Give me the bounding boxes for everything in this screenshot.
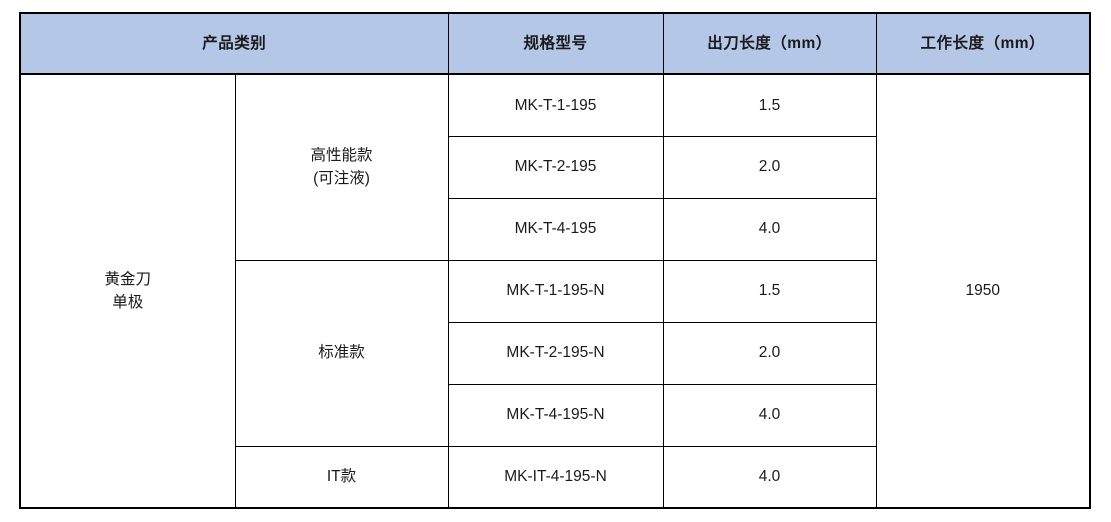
header-working-length: 工作长度（mm）	[875, 12, 1091, 75]
header-product-category: 产品类别	[19, 12, 449, 75]
group-name-line-1: 高性能款	[310, 147, 373, 164]
header-spec-model: 规格型号	[447, 12, 664, 75]
cell-blade-length: 1.5	[662, 259, 877, 323]
header-row: 产品类别 规格型号 出刀长度（mm） 工作长度（mm）	[19, 12, 1091, 75]
cell-blade-length: 4.0	[662, 445, 877, 509]
cell-model: MK-T-2-195	[447, 135, 664, 199]
cell-working-length: 1950	[875, 73, 1091, 509]
table-row: MK-T-2-195-N 2.0	[20, 321, 1090, 385]
cell-blade-length: 4.0	[662, 383, 877, 447]
product-spec-table: 产品类别 规格型号 出刀长度（mm） 工作长度（mm） 黄金刀 单极 高性能款 …	[19, 12, 1092, 509]
cell-model: MK-IT-4-195-N	[447, 445, 664, 509]
cell-model: MK-T-1-195	[447, 73, 664, 137]
table-row: MK-T-4-195 4.0	[20, 197, 1090, 261]
cell-blade-length: 2.0	[662, 321, 877, 385]
category-line-2: 单极	[112, 294, 144, 311]
cell-model: MK-T-4-195-N	[447, 383, 664, 447]
cell-group-standard: 标准款	[234, 259, 449, 447]
table-row: MK-T-4-195-N 4.0	[20, 383, 1090, 447]
category-line-1: 黄金刀	[104, 270, 151, 288]
cell-group-it: IT款	[234, 445, 449, 509]
cell-model: MK-T-1-195-N	[447, 259, 664, 323]
cell-model: MK-T-4-195	[447, 197, 664, 261]
table-row: MK-T-2-195 2.0	[20, 135, 1090, 199]
header-blade-length: 出刀长度（mm）	[662, 12, 877, 75]
cell-model: MK-T-2-195-N	[447, 321, 664, 385]
cell-category: 黄金刀 单极	[19, 73, 236, 509]
cell-blade-length: 1.5	[662, 73, 877, 137]
group-name-line-2: (可注液)	[313, 170, 370, 188]
table-row: IT款 MK-IT-4-195-N 4.0	[20, 445, 1090, 509]
table-row: 标准款 MK-T-1-195-N 1.5	[20, 259, 1090, 447]
cell-blade-length: 4.0	[662, 197, 877, 261]
cell-blade-length: 2.0	[662, 135, 877, 199]
table-row: 黄金刀 单极 高性能款 (可注液) MK-T-1-195 1.5 1950	[19, 73, 1091, 509]
cell-group-high-performance: 高性能款 (可注液)	[234, 73, 449, 261]
